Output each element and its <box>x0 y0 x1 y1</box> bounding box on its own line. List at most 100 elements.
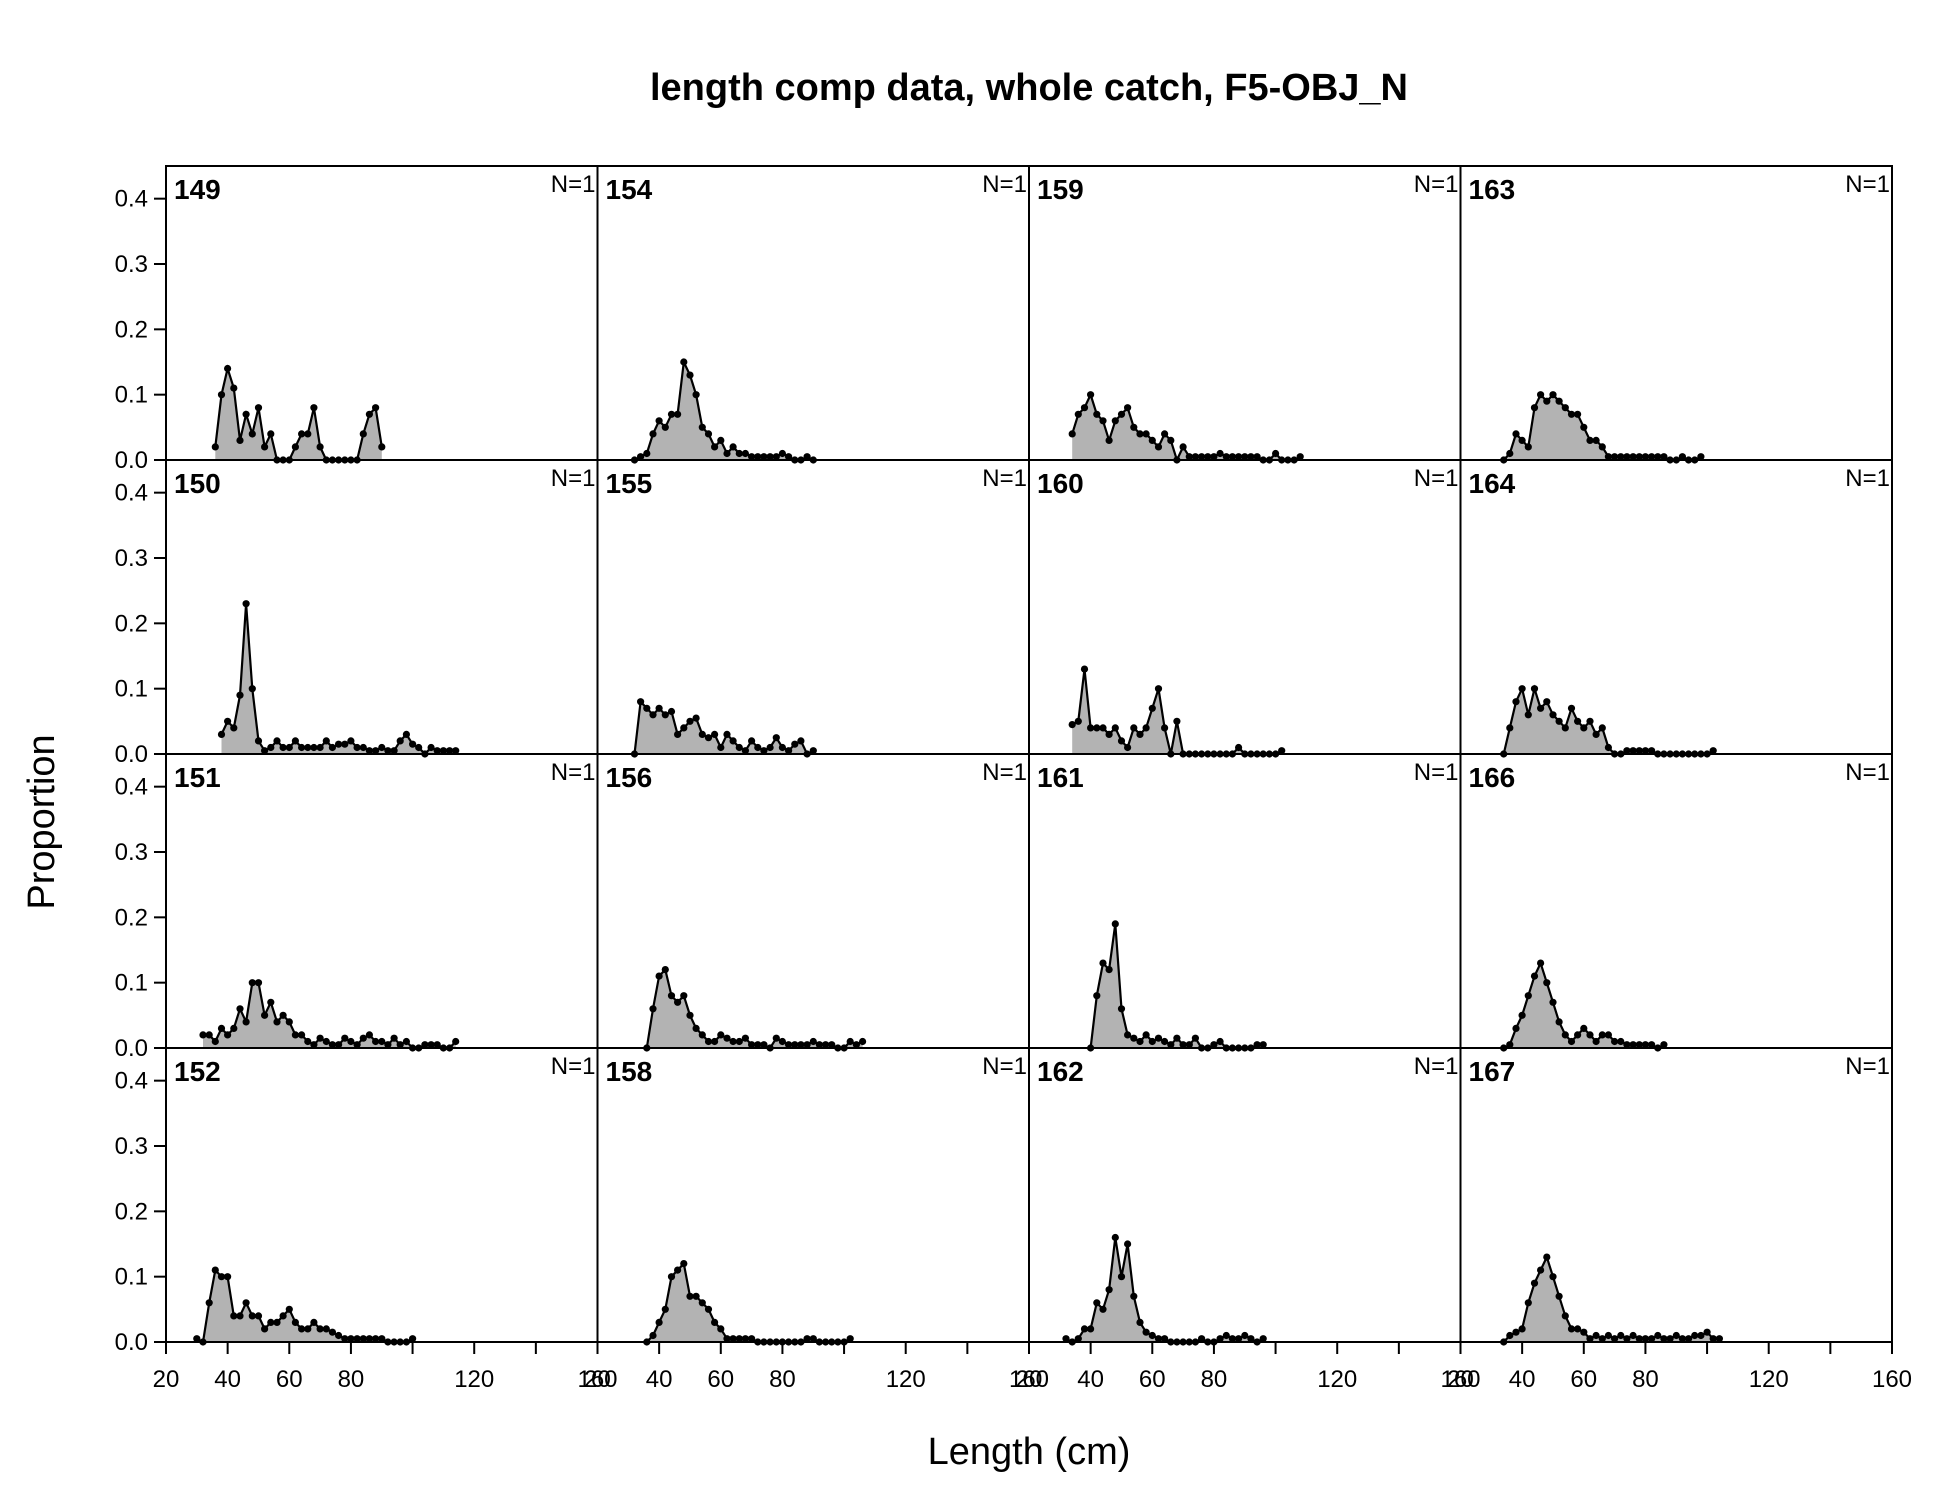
data-point <box>1235 1335 1243 1343</box>
data-point <box>748 737 756 745</box>
panel-166: 166 N=1 <box>1459 753 1893 1052</box>
data-point <box>1635 1335 1643 1343</box>
data-point <box>680 724 688 732</box>
data-point <box>1604 1031 1612 1039</box>
data-point <box>1537 704 1545 712</box>
data-point <box>1087 391 1095 399</box>
data-point <box>1617 453 1625 461</box>
data-point <box>248 1312 256 1320</box>
x-tick-label: 60 <box>707 1366 734 1393</box>
data-point <box>1543 1253 1551 1261</box>
x-tick-label: 160 <box>1009 1366 1049 1393</box>
data-point <box>1161 1335 1169 1343</box>
data-point <box>1555 1292 1563 1300</box>
panel-border <box>1028 1047 1462 1343</box>
data-point <box>1111 1233 1119 1242</box>
data-point <box>1136 1318 1144 1326</box>
area-fill <box>1503 688 1714 754</box>
data-point <box>409 1335 417 1343</box>
data-point <box>353 1041 361 1049</box>
panel-label: 160 <box>1037 468 1084 499</box>
panel-label: 149 <box>174 174 221 205</box>
data-point <box>384 747 392 755</box>
data-point <box>1598 443 1606 451</box>
data-point <box>267 998 275 1006</box>
data-point <box>1524 1299 1532 1307</box>
data-point <box>803 1335 811 1343</box>
data-point <box>692 1024 700 1032</box>
n-label: N=1 <box>1845 1053 1890 1080</box>
data-point <box>1530 1279 1539 1287</box>
data-point <box>322 1325 330 1333</box>
data-point <box>1117 1273 1126 1281</box>
data-point <box>680 1260 688 1268</box>
data-point <box>723 449 731 458</box>
data-point <box>655 704 663 712</box>
data-point <box>217 730 226 739</box>
data-point <box>291 1318 299 1326</box>
y-tick-label: 0.0 <box>115 447 148 474</box>
data-point <box>359 743 367 752</box>
y-tick-label: 0.3 <box>115 1133 148 1160</box>
data-point <box>1228 453 1236 461</box>
data-point <box>711 443 719 451</box>
data-point <box>1586 436 1594 444</box>
data-point <box>1543 979 1551 987</box>
panel-label: 158 <box>606 1056 653 1087</box>
data-point <box>760 1041 768 1049</box>
panel-156: 156 N=1 <box>596 753 1030 1052</box>
data-point <box>1210 453 1218 461</box>
data-point <box>298 1031 306 1039</box>
data-point <box>415 743 423 752</box>
data-point <box>772 734 780 742</box>
data-point <box>643 704 651 712</box>
panel-label: 154 <box>606 174 653 205</box>
data-point <box>1629 453 1637 461</box>
data-point <box>1216 1335 1224 1343</box>
data-point <box>815 1041 824 1049</box>
data-point <box>285 1305 293 1313</box>
data-point <box>785 747 793 755</box>
panel-158: 158 N=1 20 40 60 80 120 160 <box>584 1047 1049 1393</box>
data-point <box>1105 730 1113 739</box>
data-point <box>267 743 275 752</box>
panel-border <box>1028 459 1462 755</box>
data-point <box>735 743 743 752</box>
y-tick-label: 0.4 <box>115 774 148 801</box>
data-point <box>1697 1331 1705 1340</box>
x-tick-label: 80 <box>1201 1366 1228 1393</box>
data-point <box>261 747 269 755</box>
data-point <box>1148 436 1156 444</box>
data-point <box>778 1037 787 1046</box>
data-point <box>1512 1024 1520 1032</box>
data-point <box>1093 992 1101 1000</box>
panel-155: 155 N=1 <box>596 459 1030 758</box>
data-point <box>273 1318 281 1326</box>
data-point <box>667 410 676 418</box>
data-point <box>1142 1328 1150 1336</box>
data-point <box>1518 1325 1526 1333</box>
data-point <box>1080 404 1089 412</box>
data-point <box>1518 436 1526 444</box>
data-point <box>316 1325 324 1333</box>
n-label: N=1 <box>551 1053 596 1080</box>
data-point <box>1105 436 1113 444</box>
panel-label: 151 <box>174 762 221 793</box>
data-point <box>1117 737 1126 745</box>
data-point <box>1530 404 1539 412</box>
data-point <box>1117 410 1126 418</box>
data-point <box>704 734 713 742</box>
n-label: N=1 <box>982 171 1027 198</box>
data-point <box>704 430 713 438</box>
data-point <box>304 430 312 438</box>
data-point <box>285 1018 293 1026</box>
y-tick-label: 0.2 <box>115 316 148 343</box>
data-point <box>1087 1325 1095 1333</box>
x-tick-label: 80 <box>769 1366 796 1393</box>
y-tick-label: 0.1 <box>115 1264 148 1291</box>
data-point <box>1099 724 1107 732</box>
data-point <box>760 747 768 755</box>
x-axis-label: Length (cm) <box>928 1431 1131 1473</box>
data-point <box>242 600 250 608</box>
data-point <box>686 371 694 379</box>
